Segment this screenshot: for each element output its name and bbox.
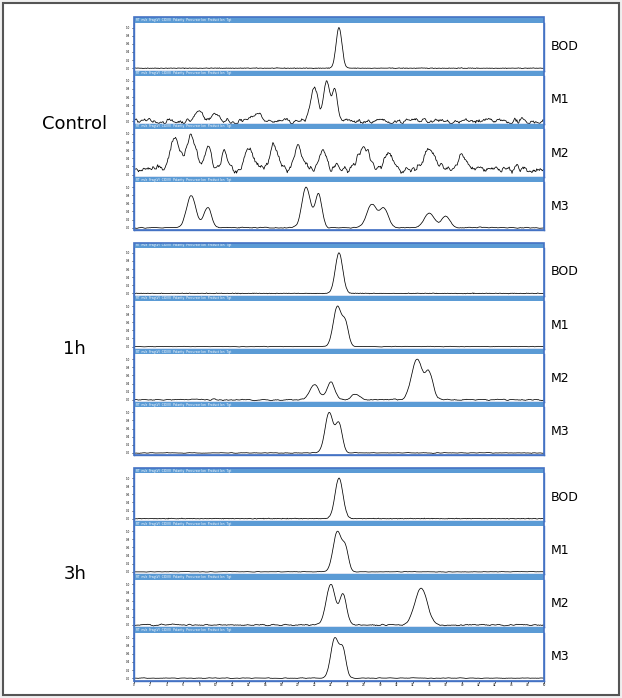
Text: M1: M1	[550, 544, 569, 557]
Text: BOD: BOD	[550, 491, 578, 504]
Text: M3: M3	[550, 200, 569, 213]
Text: Control: Control	[42, 114, 107, 133]
Text: RT  m/z  Frag(V)  CID(V)  Polarity  Precursor Ion  Product Ion  Tgt: RT m/z Frag(V) CID(V) Polarity Precursor…	[136, 575, 231, 579]
Text: RT  m/z  Frag(V)  CID(V)  Polarity  Precursor Ion  Product Ion  Tgt: RT m/z Frag(V) CID(V) Polarity Precursor…	[136, 468, 231, 473]
Text: RT  m/z  Frag(V)  CID(V)  Polarity  Precursor Ion  Product Ion  Tgt: RT m/z Frag(V) CID(V) Polarity Precursor…	[136, 244, 231, 247]
Text: RT  m/z  Frag(V)  CID(V)  Polarity  Precursor Ion  Product Ion  Tgt: RT m/z Frag(V) CID(V) Polarity Precursor…	[136, 628, 231, 632]
Text: 3h: 3h	[63, 565, 86, 584]
Text: M3: M3	[550, 425, 569, 438]
Text: RT  m/z  Frag(V)  CID(V)  Polarity  Precursor Ion  Product Ion  Tgt: RT m/z Frag(V) CID(V) Polarity Precursor…	[136, 350, 231, 354]
Text: RT  m/z  Frag(V)  CID(V)  Polarity  Precursor Ion  Product Ion  Tgt: RT m/z Frag(V) CID(V) Polarity Precursor…	[136, 71, 231, 75]
Text: M1: M1	[550, 318, 569, 332]
Text: M2: M2	[550, 597, 569, 610]
Text: RT  m/z  Frag(V)  CID(V)  Polarity  Precursor Ion  Product Ion  Tgt: RT m/z Frag(V) CID(V) Polarity Precursor…	[136, 403, 231, 407]
Text: RT  m/z  Frag(V)  CID(V)  Polarity  Precursor Ion  Product Ion  Tgt: RT m/z Frag(V) CID(V) Polarity Precursor…	[136, 124, 231, 128]
Text: RT  m/z  Frag(V)  CID(V)  Polarity  Precursor Ion  Product Ion  Tgt: RT m/z Frag(V) CID(V) Polarity Precursor…	[136, 177, 231, 181]
Text: RT  m/z  Frag(V)  CID(V)  Polarity  Precursor Ion  Product Ion  Tgt: RT m/z Frag(V) CID(V) Polarity Precursor…	[136, 297, 231, 301]
Text: BOD: BOD	[550, 40, 578, 53]
Text: M3: M3	[550, 650, 569, 663]
Text: RT  m/z  Frag(V)  CID(V)  Polarity  Precursor Ion  Product Ion  Tgt: RT m/z Frag(V) CID(V) Polarity Precursor…	[136, 18, 231, 22]
Text: BOD: BOD	[550, 265, 578, 279]
Text: M2: M2	[550, 147, 569, 160]
Text: M1: M1	[550, 94, 569, 106]
Text: 1h: 1h	[63, 340, 86, 358]
Text: M2: M2	[550, 372, 569, 385]
Text: RT  m/z  Frag(V)  CID(V)  Polarity  Precursor Ion  Product Ion  Tgt: RT m/z Frag(V) CID(V) Polarity Precursor…	[136, 521, 231, 526]
